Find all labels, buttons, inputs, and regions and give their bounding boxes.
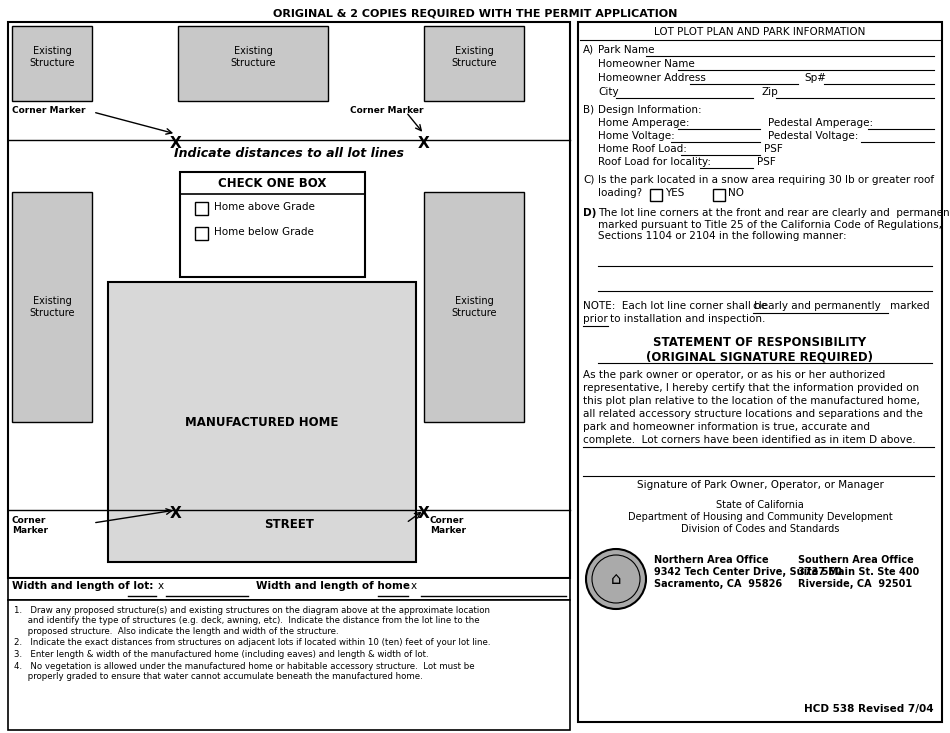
Text: Existing
Structure: Existing Structure xyxy=(29,296,75,318)
Text: Corner Marker: Corner Marker xyxy=(12,106,86,115)
Bar xyxy=(578,22,942,722)
Text: PSF: PSF xyxy=(764,144,783,154)
Bar xyxy=(12,192,92,422)
Text: C): C) xyxy=(583,175,595,185)
Text: CHECK ONE BOX: CHECK ONE BOX xyxy=(218,177,326,190)
Text: Corner
Marker: Corner Marker xyxy=(12,516,48,535)
Text: The lot line corners at the front and rear are clearly and  permanently
marked p: The lot line corners at the front and re… xyxy=(598,208,950,241)
Text: x: x xyxy=(411,581,417,591)
Bar xyxy=(195,227,208,240)
Text: STREET: STREET xyxy=(264,518,314,531)
Text: Roof Load for locality:: Roof Load for locality: xyxy=(598,157,711,167)
Text: HCD 538 Revised 7/04: HCD 538 Revised 7/04 xyxy=(805,704,934,714)
Text: X: X xyxy=(418,136,429,151)
Text: loading?: loading? xyxy=(598,188,642,198)
Text: Southern Area Office: Southern Area Office xyxy=(798,555,914,565)
Text: Pedestal Amperage:: Pedestal Amperage: xyxy=(768,118,873,128)
Text: Width and length of home: Width and length of home xyxy=(256,581,410,591)
Text: clearly and permanently: clearly and permanently xyxy=(753,301,881,311)
Text: Home Roof Load:: Home Roof Load: xyxy=(598,144,687,154)
Text: 3737 Main St. Ste 400: 3737 Main St. Ste 400 xyxy=(798,567,920,577)
Text: Division of Codes and Standards: Division of Codes and Standards xyxy=(681,524,839,534)
Text: Department of Housing and Community Development: Department of Housing and Community Deve… xyxy=(628,512,892,522)
Text: Riverside, CA  92501: Riverside, CA 92501 xyxy=(798,579,912,589)
Text: STATEMENT OF RESPONSIBILITY: STATEMENT OF RESPONSIBILITY xyxy=(654,336,866,349)
Text: all related accessory structure locations and separations and the: all related accessory structure location… xyxy=(583,409,922,419)
Text: Homeowner Address: Homeowner Address xyxy=(598,73,706,83)
Text: Sp#: Sp# xyxy=(804,73,826,83)
Text: Pedestal Voltage:: Pedestal Voltage: xyxy=(768,131,859,141)
Text: NO: NO xyxy=(728,188,744,198)
Bar xyxy=(108,282,416,562)
Text: Home below Grade: Home below Grade xyxy=(214,227,314,237)
Text: this plot plan relative to the location of the manufactured home,: this plot plan relative to the location … xyxy=(583,396,920,406)
Text: Existing
Structure: Existing Structure xyxy=(451,296,497,318)
Text: Sacramento, CA  95826: Sacramento, CA 95826 xyxy=(654,579,782,589)
Text: Zip: Zip xyxy=(761,87,778,97)
Text: 9342 Tech Center Drive, Suite 550: 9342 Tech Center Drive, Suite 550 xyxy=(654,567,842,577)
Text: YES: YES xyxy=(665,188,684,198)
Text: prior: prior xyxy=(583,314,608,324)
Text: Is the park located in a snow area requiring 30 lb or greater roof: Is the park located in a snow area requi… xyxy=(598,175,934,185)
Text: City: City xyxy=(598,87,618,97)
Text: Home above Grade: Home above Grade xyxy=(214,202,314,212)
Text: 2.   Indicate the exact distances from structures on adjacent lots if located wi: 2. Indicate the exact distances from str… xyxy=(14,638,490,647)
Text: Design Information:: Design Information: xyxy=(598,105,702,115)
Text: X: X xyxy=(170,136,181,151)
Text: Home Amperage:: Home Amperage: xyxy=(598,118,690,128)
Text: A): A) xyxy=(583,45,594,55)
Text: Width and length of lot:: Width and length of lot: xyxy=(12,581,153,591)
Text: Corner
Marker: Corner Marker xyxy=(430,516,466,535)
Bar xyxy=(180,172,365,277)
Text: x: x xyxy=(158,581,164,591)
Text: Northern Area Office: Northern Area Office xyxy=(654,555,769,565)
Text: park and homeowner information is true, accurate and: park and homeowner information is true, … xyxy=(583,422,870,432)
Text: 3.   Enter length & width of the manufactured home (including eaves) and length : 3. Enter length & width of the manufactu… xyxy=(14,650,428,659)
Bar xyxy=(12,26,92,101)
Bar xyxy=(424,26,524,101)
Text: 1.   Draw any proposed structure(s) and existing structures on the diagram above: 1. Draw any proposed structure(s) and ex… xyxy=(14,606,490,636)
Bar xyxy=(195,202,208,215)
Text: PSF: PSF xyxy=(757,157,776,167)
Text: Corner Marker: Corner Marker xyxy=(350,106,424,115)
Text: X: X xyxy=(418,506,429,521)
Text: Existing
Structure: Existing Structure xyxy=(230,46,276,67)
Bar xyxy=(424,192,524,422)
Text: Home Voltage:: Home Voltage: xyxy=(598,131,674,141)
Text: Existing
Structure: Existing Structure xyxy=(29,46,75,67)
Text: Existing
Structure: Existing Structure xyxy=(451,46,497,67)
Text: marked: marked xyxy=(890,301,930,311)
Text: State of California: State of California xyxy=(716,500,804,510)
Bar xyxy=(713,189,725,201)
Bar xyxy=(178,26,328,101)
Text: representative, I hereby certify that the information provided on: representative, I hereby certify that th… xyxy=(583,383,920,393)
Text: ⌂: ⌂ xyxy=(611,570,621,588)
Text: As the park owner or operator, or as his or her authorized: As the park owner or operator, or as his… xyxy=(583,370,885,380)
Text: Indicate distances to all lot lines: Indicate distances to all lot lines xyxy=(174,147,404,160)
Text: X: X xyxy=(170,506,181,521)
Text: NOTE:  Each lot line corner shall be: NOTE: Each lot line corner shall be xyxy=(583,301,770,311)
Text: complete.  Lot corners have been identified as in item D above.: complete. Lot corners have been identifi… xyxy=(583,435,916,445)
Text: Signature of Park Owner, Operator, or Manager: Signature of Park Owner, Operator, or Ma… xyxy=(636,480,884,490)
Text: B): B) xyxy=(583,105,594,115)
Bar xyxy=(8,578,570,600)
Bar xyxy=(8,22,570,578)
Text: MANUFACTURED HOME: MANUFACTURED HOME xyxy=(185,416,339,429)
Text: ORIGINAL & 2 COPIES REQUIRED WITH THE PERMIT APPLICATION: ORIGINAL & 2 COPIES REQUIRED WITH THE PE… xyxy=(273,9,677,19)
Text: LOT PLOT PLAN AND PARK INFORMATION: LOT PLOT PLAN AND PARK INFORMATION xyxy=(655,27,865,37)
Circle shape xyxy=(586,549,646,609)
Bar xyxy=(8,600,570,730)
Bar xyxy=(650,189,662,201)
Text: (ORIGINAL SIGNATURE REQUIRED): (ORIGINAL SIGNATURE REQUIRED) xyxy=(647,350,873,363)
Text: Park Name: Park Name xyxy=(598,45,655,55)
Text: Homeowner Name: Homeowner Name xyxy=(598,59,694,69)
Text: 4.   No vegetation is allowed under the manufactured home or habitable accessory: 4. No vegetation is allowed under the ma… xyxy=(14,662,475,682)
Text: D): D) xyxy=(583,208,597,218)
Text: to installation and inspection.: to installation and inspection. xyxy=(610,314,766,324)
